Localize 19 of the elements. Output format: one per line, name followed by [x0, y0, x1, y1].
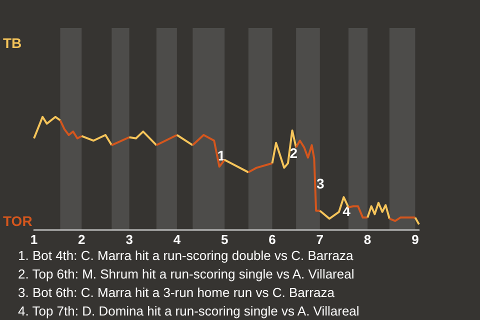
- x-tick-label: 3: [126, 232, 133, 247]
- text: 2. Top 6th: M. Shrum hit a run-scoring single vs A. Villareal: [18, 266, 354, 282]
- x-tick-label: 7: [316, 232, 324, 247]
- x-tick-label: 6: [268, 232, 276, 247]
- text: 4. Top 7th: D. Domina hit a run-scoring single vs A. Villareal: [18, 304, 360, 318]
- x-tick-label: 8: [364, 232, 372, 247]
- annotation: 4: [342, 202, 351, 219]
- x-tick-label: 2: [78, 232, 86, 247]
- annotation: 2: [290, 145, 298, 162]
- annotation: 3: [316, 176, 324, 192]
- x-tick-label: 9: [412, 232, 419, 247]
- x-tick-label: 5: [220, 232, 228, 247]
- text: TB: [3, 35, 22, 51]
- text: 3. Bot 6th: C. Marra hit a 3-run home run vs C. Barraza: [18, 285, 336, 300]
- text: 1. Bot 4th: C. Marra hit a run-scoring double vs C. Barraza: [18, 248, 354, 263]
- x-tick-label: 1: [30, 232, 38, 247]
- annotation: 1: [217, 147, 226, 164]
- text: TOR: [3, 213, 32, 229]
- x-tick-label: 4: [173, 232, 182, 247]
